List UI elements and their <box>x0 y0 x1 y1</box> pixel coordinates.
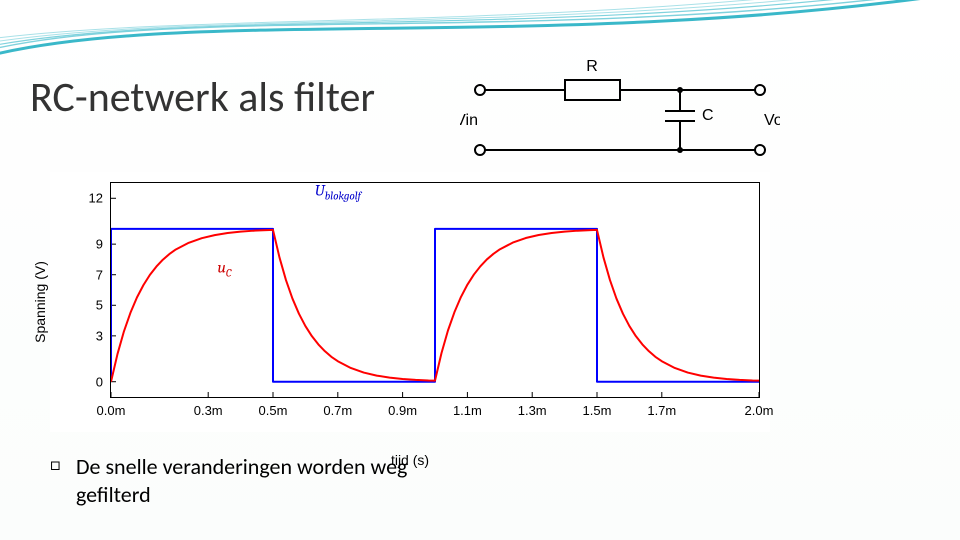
xtick-label: 0.5m <box>259 397 288 418</box>
svg-text:Vout: Vout <box>764 112 780 129</box>
xtick-label: 0.3m <box>194 397 223 418</box>
xtick-label: 2.0m <box>745 397 774 418</box>
ytick-label: 9 <box>96 237 111 252</box>
ytick-label: 7 <box>96 267 111 282</box>
svg-text:R: R <box>586 58 598 75</box>
ytick-label: 12 <box>89 191 111 206</box>
ytick-label: 0 <box>96 374 111 389</box>
series-label-u_C: uC <box>217 258 231 279</box>
svg-text:Vin: Vin <box>460 112 478 129</box>
ytick-label: 3 <box>96 328 111 343</box>
xtick-label: 1.3m <box>518 397 547 418</box>
rc-circuit-diagram: R C Vin Vout <box>460 55 780 165</box>
xtick-label: 0.9m <box>388 397 417 418</box>
series-label-U_blokgolf: Ublokgolf <box>315 182 361 203</box>
ytick-label: 5 <box>96 298 111 313</box>
xtick-label: 1.7m <box>647 397 676 418</box>
xtick-label: 0.0m <box>97 397 126 418</box>
bullet-list: □ De snelle veranderingen worden weg gef… <box>50 453 407 510</box>
xtick-label: 0.7m <box>323 397 352 418</box>
voltage-time-chart: Spanning (V) 03579120.0m0.3m0.5m0.7m0.9m… <box>50 172 770 432</box>
bullet-icon: □ <box>50 453 76 482</box>
page-title: RC-netwerk als filter <box>30 72 375 123</box>
xtick-label: 1.1m <box>453 397 482 418</box>
bullet-text: gefilterd <box>76 481 151 510</box>
bullet-indent <box>50 481 76 510</box>
xtick-label: 1.5m <box>583 397 612 418</box>
svg-text:C: C <box>702 107 714 124</box>
chart-ylabel: Spanning (V) <box>32 261 48 343</box>
bullet-text: De snelle veranderingen worden weg <box>76 453 407 482</box>
